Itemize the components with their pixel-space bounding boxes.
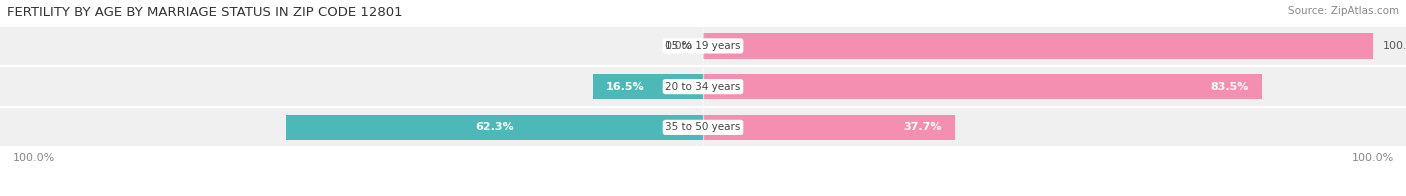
Text: 37.7%: 37.7%	[904, 122, 942, 132]
Bar	[703, 33, 1372, 59]
Bar	[592, 74, 703, 99]
Text: 83.5%: 83.5%	[1211, 82, 1249, 92]
Text: 35 to 50 years: 35 to 50 years	[665, 122, 741, 132]
Bar	[285, 115, 703, 140]
Legend: Married, Unmarried: Married, Unmarried	[626, 191, 780, 196]
Bar	[703, 74, 1263, 99]
Text: 100.0%: 100.0%	[1382, 41, 1406, 51]
Bar	[0, 108, 1406, 146]
Bar	[703, 115, 956, 140]
Text: FERTILITY BY AGE BY MARRIAGE STATUS IN ZIP CODE 12801: FERTILITY BY AGE BY MARRIAGE STATUS IN Z…	[7, 6, 402, 19]
Bar	[0, 27, 1406, 65]
Text: 20 to 34 years: 20 to 34 years	[665, 82, 741, 92]
Bar	[0, 67, 1406, 106]
Text: 16.5%: 16.5%	[606, 82, 644, 92]
Text: Source: ZipAtlas.com: Source: ZipAtlas.com	[1288, 6, 1399, 16]
Text: 15 to 19 years: 15 to 19 years	[665, 41, 741, 51]
Text: 62.3%: 62.3%	[475, 122, 513, 132]
Text: 0.0%: 0.0%	[665, 41, 693, 51]
